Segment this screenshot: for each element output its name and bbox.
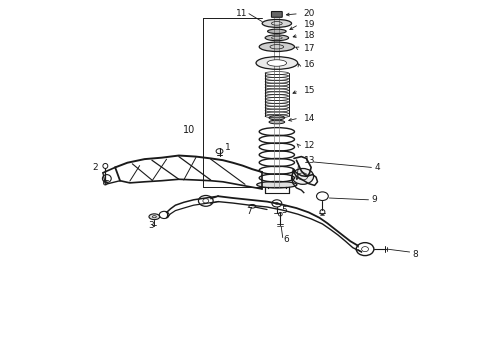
Text: 6: 6 <box>283 235 289 244</box>
Text: 20: 20 <box>304 9 315 18</box>
Ellipse shape <box>149 214 160 220</box>
FancyBboxPatch shape <box>271 12 282 17</box>
Text: 14: 14 <box>304 114 315 122</box>
Text: 11: 11 <box>236 9 247 18</box>
Text: 4: 4 <box>375 163 380 172</box>
Ellipse shape <box>262 19 292 27</box>
Ellipse shape <box>265 35 289 41</box>
Text: 13: 13 <box>304 156 315 166</box>
Text: 8: 8 <box>413 250 418 259</box>
Text: 1: 1 <box>225 143 231 152</box>
Text: 9: 9 <box>371 195 377 204</box>
Text: 19: 19 <box>304 20 315 29</box>
Text: 2: 2 <box>93 163 98 172</box>
Text: 15: 15 <box>304 86 315 95</box>
Text: 17: 17 <box>304 44 315 53</box>
Text: 12: 12 <box>304 141 315 150</box>
Text: 3: 3 <box>148 220 154 230</box>
Ellipse shape <box>259 42 294 51</box>
Circle shape <box>275 202 279 205</box>
Ellipse shape <box>269 116 285 120</box>
Text: 7: 7 <box>246 207 252 216</box>
Ellipse shape <box>269 120 285 124</box>
Ellipse shape <box>257 181 297 188</box>
Text: 10: 10 <box>182 125 195 135</box>
Text: 5: 5 <box>282 206 288 215</box>
Text: 18: 18 <box>304 31 315 40</box>
Ellipse shape <box>256 57 297 69</box>
Circle shape <box>292 168 314 184</box>
Ellipse shape <box>268 29 286 33</box>
Text: 16: 16 <box>304 60 315 69</box>
Ellipse shape <box>267 60 287 66</box>
